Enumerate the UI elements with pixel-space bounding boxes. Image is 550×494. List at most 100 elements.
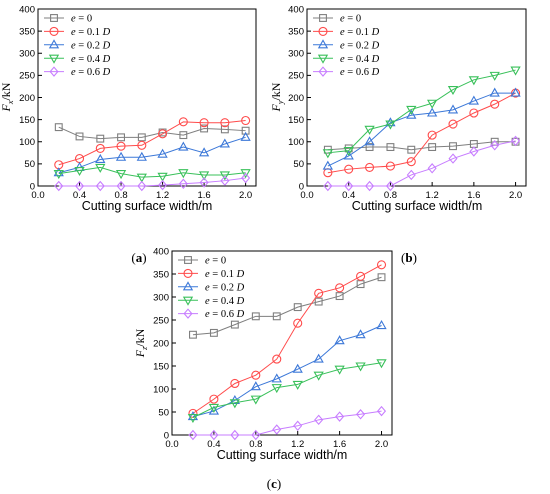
series-line	[192, 410, 382, 436]
legend-marker	[317, 39, 329, 49]
data-point	[54, 180, 64, 192]
series-line	[327, 92, 516, 174]
data-point	[293, 318, 303, 328]
data-point	[178, 169, 189, 179]
data-point	[116, 141, 126, 151]
series-3	[187, 359, 387, 424]
series-line	[327, 69, 516, 154]
y-tick-label: 400	[19, 4, 35, 15]
data-point	[376, 320, 387, 330]
data-point	[137, 133, 146, 142]
data-point	[343, 147, 354, 157]
data-point	[157, 148, 168, 158]
data-point	[53, 167, 64, 177]
data-point	[426, 99, 438, 109]
y-tick-label: 300	[288, 49, 304, 60]
y-axis-label: Fx/kN	[0, 82, 15, 112]
series-line	[192, 325, 382, 418]
y-tick-label: 400	[288, 4, 304, 15]
data-point	[314, 288, 324, 298]
y-tick-label: 50	[24, 159, 35, 170]
y-tick-label: 150	[288, 115, 304, 126]
data-point	[95, 180, 105, 192]
series-line	[58, 177, 246, 187]
legend-label: e = 0.2 D	[205, 282, 245, 293]
y-tick-label: 50	[293, 159, 304, 170]
y-tick-label: 400	[153, 246, 169, 257]
y-tick-label: 100	[153, 384, 169, 395]
data-point	[314, 414, 324, 426]
data-point	[365, 143, 374, 152]
legend: e = 0 e = 0.1 D e = 0.2 D e = 0.4 D e = 0.6 …	[313, 14, 380, 78]
data-point	[158, 179, 168, 191]
data-point	[158, 129, 168, 139]
series-line	[192, 362, 382, 418]
series-4	[54, 172, 251, 192]
panel-label: (b)	[401, 250, 417, 265]
x-tick-label: 1.6	[333, 439, 346, 450]
data-point	[376, 260, 387, 270]
data-point	[447, 104, 459, 114]
y-tick-label: 0	[299, 181, 304, 192]
data-point	[188, 429, 198, 441]
data-point	[271, 384, 282, 394]
legend-label: e = 0	[71, 14, 92, 25]
y-tick-label: 0	[30, 181, 35, 192]
x-tick-label: 1.2	[426, 190, 439, 201]
data-point	[136, 173, 147, 183]
data-point	[209, 328, 218, 337]
data-point	[406, 157, 416, 167]
data-point	[137, 180, 147, 192]
data-point	[240, 131, 251, 141]
data-point	[115, 151, 127, 161]
data-point	[426, 107, 438, 117]
panel-label: (c)	[267, 476, 281, 491]
legend-marker	[183, 308, 193, 319]
data-point	[469, 108, 479, 118]
series-3	[322, 66, 521, 159]
y-axis-label: Fy/kN	[269, 82, 285, 112]
data-point	[250, 381, 261, 391]
data-point	[314, 297, 323, 306]
legend-marker	[183, 268, 193, 278]
series-2	[322, 87, 521, 170]
data-point	[96, 134, 105, 143]
legend-marker	[182, 281, 194, 291]
data-point	[251, 312, 260, 321]
data-point	[468, 76, 480, 86]
data-point	[115, 170, 127, 180]
series-line	[58, 136, 246, 174]
y-tick-label: 350	[19, 26, 35, 37]
chart-panel-c: 0 50 100 150 200 250 300 350 400 0.0 0.4 0.8 1.2 1.6 2…	[133, 246, 393, 491]
data-point	[199, 177, 209, 188]
data-point	[313, 353, 324, 363]
data-point	[116, 180, 126, 192]
data-point	[199, 118, 209, 128]
legend-marker	[49, 66, 59, 77]
legend-label: e = 0.2 D	[340, 40, 380, 51]
data-point	[344, 164, 354, 174]
data-point	[490, 99, 500, 109]
y-tick-label: 350	[153, 269, 169, 280]
data-point	[385, 120, 396, 130]
data-point	[335, 283, 345, 293]
data-point	[272, 354, 282, 364]
data-point	[334, 365, 345, 375]
data-point	[241, 172, 251, 184]
x-axis-label: Cutting surface width/m	[82, 199, 213, 213]
y-tick-label: 50	[158, 407, 169, 418]
x-axis-label: Cutting surface width/m	[352, 199, 483, 213]
data-point	[178, 178, 188, 190]
data-point	[365, 180, 375, 192]
x-tick-label: 0.0	[300, 190, 313, 201]
data-point	[427, 163, 437, 174]
data-point	[322, 149, 334, 159]
data-point	[364, 136, 375, 146]
data-point	[95, 163, 106, 173]
data-point	[75, 132, 84, 141]
data-point	[179, 131, 188, 140]
legend-marker	[182, 296, 194, 306]
data-point	[178, 141, 189, 151]
x-tick-label: 0.8	[249, 439, 262, 450]
